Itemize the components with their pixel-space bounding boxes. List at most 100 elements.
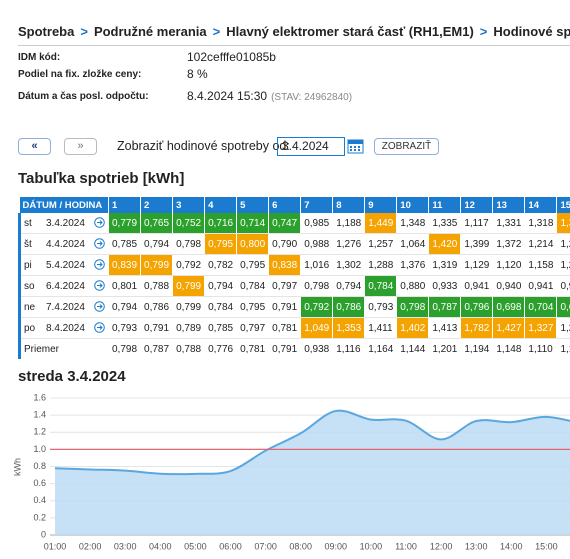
- y-tick-label: 0.6: [33, 478, 46, 488]
- value-cell: 0,765: [140, 213, 174, 234]
- hour-header: 5: [236, 197, 270, 213]
- value-cell: 0,801: [108, 275, 142, 297]
- value-cell: 0,941: [460, 275, 494, 297]
- average-cell: 1,201: [428, 338, 462, 359]
- x-tick-label: 01:00: [44, 541, 67, 551]
- icon-circle: [94, 259, 105, 271]
- average-cell: 1,194: [460, 338, 494, 359]
- value-cell: 1,302: [332, 254, 366, 276]
- info-value: 102cefffe01085b: [187, 50, 276, 64]
- icon-arrow: [97, 325, 103, 331]
- value-cell: 0,794: [140, 233, 174, 255]
- value-cell: 0,714: [236, 213, 270, 234]
- value-cell: 0,785: [108, 233, 142, 255]
- date-input[interactable]: 3.4.2024: [277, 137, 345, 156]
- detail-icon[interactable]: [94, 280, 105, 292]
- x-tick-label: 02:00: [79, 541, 102, 551]
- value-cell: 1,064: [396, 233, 430, 255]
- value-cell: 0,794: [108, 296, 142, 318]
- detail-icon[interactable]: [94, 301, 105, 313]
- average-label: Priemer: [18, 338, 109, 359]
- value-cell: 1,399: [460, 233, 494, 255]
- date: 4.4.2024: [46, 238, 85, 250]
- breadcrumb-item[interactable]: Hlavný elektromer stará časť (RH1,EM1): [226, 24, 474, 39]
- value-cell: 0,792: [300, 296, 334, 318]
- value-cell: 0,795: [236, 254, 270, 276]
- detail-icon[interactable]: [94, 259, 105, 271]
- prev-button[interactable]: «: [18, 138, 51, 155]
- y-tick-label: 0.4: [33, 495, 46, 505]
- data-row: st 3.4.2024 0,779 0,765 0,752 0,716 0,714 0,747…: [18, 213, 570, 234]
- value-cell: 1,188: [332, 213, 366, 234]
- hour-header: 10: [396, 197, 430, 213]
- x-tick-label: 04:00: [149, 541, 172, 551]
- x-tick-label: 11:00: [395, 541, 417, 551]
- next-button[interactable]: »: [64, 138, 97, 155]
- value-cell: 0,786: [140, 296, 174, 318]
- value-cell: 0,784: [236, 275, 270, 297]
- value-cell: 1,2: [556, 233, 570, 255]
- value-cell: 0,941: [524, 275, 558, 297]
- date: 5.4.2024: [46, 259, 85, 271]
- info-label: IDM kód:: [18, 52, 61, 63]
- value-cell: 1,372: [492, 233, 526, 255]
- icon-circle: [94, 322, 105, 334]
- value-cell: 0,698: [492, 296, 526, 318]
- value-cell: 1,049: [300, 317, 334, 339]
- value-cell: 1,782: [460, 317, 494, 339]
- value-cell: 0,787: [428, 296, 462, 318]
- info-value: 8.4.2024 15:30 (STAV: 24962840): [187, 89, 352, 103]
- hour-header: 8: [332, 197, 366, 213]
- info-value-text: 102cefffe01085b: [187, 50, 276, 64]
- info-value-text: 8.4.2024 15:30: [187, 89, 268, 103]
- value-cell: 1,335: [428, 213, 462, 234]
- value-cell: 1,327: [524, 317, 558, 339]
- average-cell: 0,788: [172, 338, 206, 359]
- separator: >: [479, 24, 488, 39]
- value-cell: 1,117: [460, 213, 494, 234]
- y-tick-label: 1.6: [33, 392, 46, 402]
- value-cell: 0,798: [172, 233, 206, 255]
- calendar-icon[interactable]: [347, 137, 364, 154]
- hour-header: 15: [556, 197, 570, 213]
- table-title: Tabuľka spotrieb [kWh]: [18, 170, 185, 187]
- breadcrumb-item[interactable]: Hodinové spotreby: [493, 24, 570, 39]
- breadcrumb-item[interactable]: Spotreba: [18, 24, 75, 39]
- value-cell: 0,799: [172, 275, 206, 297]
- date: 6.4.2024: [46, 280, 85, 292]
- value-cell: 0,794: [204, 275, 238, 297]
- hour-header: 14: [524, 197, 558, 213]
- detail-icon[interactable]: [94, 217, 105, 229]
- value-cell: 0,752: [172, 213, 206, 234]
- value-cell: 1,214: [524, 233, 558, 255]
- chart-title: streda 3.4.2024: [18, 368, 126, 385]
- detail-icon[interactable]: [94, 238, 105, 250]
- value-cell: 0,799: [140, 254, 174, 276]
- header-cell: DÁTUM / HODINA: [19, 197, 109, 213]
- line: [54, 409, 570, 476]
- hour-header: 11: [428, 197, 462, 213]
- average-cell: 0,781: [236, 338, 270, 359]
- value-cell: 1,120: [492, 254, 526, 276]
- submit-button[interactable]: ZOBRAZIŤ: [374, 138, 439, 155]
- value-cell: 1,3: [556, 213, 570, 234]
- detail-icon[interactable]: [94, 322, 105, 334]
- value-cell: 0,880: [396, 275, 430, 297]
- data-row: so 6.4.2024 0,801 0,788 0,799 0,794 0,784 0,797…: [18, 275, 570, 297]
- value-cell: 0,795: [204, 233, 238, 255]
- breadcrumb-item[interactable]: Podružné merania: [93, 24, 207, 39]
- value-cell: 1,288: [364, 254, 398, 276]
- value-cell: 0,782: [204, 254, 238, 276]
- date-label: Zobraziť hodinové spotreby od:: [117, 139, 290, 153]
- icon-circle: [94, 238, 105, 250]
- x-tick-label: 03:00: [114, 541, 137, 551]
- value-cell: 1,413: [428, 317, 462, 339]
- value-cell: 0,796: [460, 296, 494, 318]
- value-cell: 1,331: [492, 213, 526, 234]
- value-cell: 0,781: [268, 317, 302, 339]
- info-value-text: 8 %: [187, 67, 208, 81]
- value-cell: 0,789: [172, 317, 206, 339]
- value-cell: 1,276: [332, 233, 366, 255]
- hour-header: 2: [140, 197, 174, 213]
